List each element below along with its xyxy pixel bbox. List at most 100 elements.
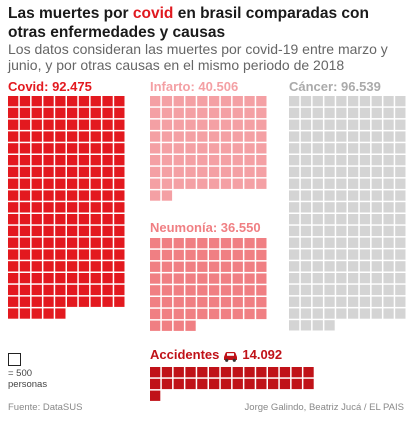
cancer-cell	[312, 284, 323, 296]
covid-cell	[43, 284, 54, 296]
cancer-cell	[289, 178, 300, 189]
cancer-cell	[383, 131, 394, 142]
infarto-waffle	[150, 96, 267, 201]
covid-cell	[55, 190, 66, 201]
covid-cell	[43, 261, 54, 272]
covid-label: Covid: 92.475	[8, 79, 92, 94]
cancer-cell	[312, 131, 323, 142]
covid-cell	[43, 296, 54, 307]
covid-cell	[102, 190, 113, 201]
infarto-cell	[244, 131, 255, 142]
covid-cell	[67, 214, 78, 225]
cancer-cell	[359, 237, 371, 248]
cancer-cell	[312, 143, 323, 154]
accidentes-cell	[161, 378, 173, 390]
covid-cell	[55, 96, 66, 107]
cancer-cell	[359, 107, 371, 119]
cancer-cell	[324, 178, 335, 189]
cancer-cell	[348, 155, 359, 166]
covid-cell	[43, 225, 54, 237]
cancer-cell	[300, 273, 312, 284]
title-highlight: covid	[132, 5, 174, 22]
infarto-cell	[161, 190, 173, 201]
infarto-cell	[232, 155, 243, 166]
neumonia-cell	[173, 297, 184, 308]
cancer-cell	[348, 178, 359, 189]
cancer-cell	[371, 119, 382, 130]
cancer-cell	[336, 155, 347, 166]
covid-cell	[67, 155, 78, 166]
neumonia-cell	[150, 238, 161, 249]
cancer-cell	[289, 143, 300, 154]
covid-cell	[8, 225, 19, 237]
covid-cell	[114, 96, 125, 107]
cancer-cell	[348, 249, 359, 260]
cancer-cell	[300, 143, 312, 154]
cancer-cell	[359, 296, 371, 307]
covid-cell	[8, 190, 19, 201]
cancer-cell	[395, 308, 406, 319]
accidentes-cell	[185, 378, 196, 390]
covid-cell	[31, 237, 42, 248]
accidentes-cell	[279, 367, 291, 378]
infarto-cell	[161, 131, 173, 142]
infarto-cell	[244, 96, 255, 107]
covid-cell	[90, 273, 101, 284]
cancer-cell	[312, 166, 323, 178]
cancer-cell	[371, 249, 382, 260]
covid-cell	[43, 178, 54, 189]
chart-title: Las muertes por covid en brasil comparad…	[8, 4, 408, 42]
cancer-cell	[312, 214, 323, 225]
covid-cell	[90, 237, 101, 248]
infarto-cell	[150, 143, 161, 154]
accidentes-cell	[220, 367, 232, 378]
neumonia-cell	[256, 285, 267, 296]
cancer-cell	[395, 190, 406, 201]
covid-cell	[90, 107, 101, 119]
cancer-cell	[300, 308, 312, 319]
cancer-cell	[336, 273, 347, 284]
infarto-cell	[150, 107, 161, 119]
covid-cell	[19, 237, 31, 248]
neumonia-name: Neumonía:	[150, 220, 218, 235]
covid-cell	[43, 131, 54, 142]
cancer-cell	[300, 131, 312, 142]
neumonia-cell	[197, 273, 208, 284]
neumonia-cell	[232, 308, 243, 320]
covid-cell	[67, 166, 78, 178]
cancer-cell	[324, 119, 335, 130]
covid-cell	[31, 202, 42, 213]
infarto-cell	[185, 166, 196, 178]
covid-cell	[78, 190, 90, 201]
accidentes-cell	[232, 378, 243, 390]
cancer-cell	[336, 178, 347, 189]
covid-cell	[114, 284, 125, 296]
infarto-cell	[256, 96, 267, 107]
covid-cell	[90, 202, 101, 213]
infarto-cell	[173, 155, 184, 166]
infarto-cell	[150, 155, 161, 166]
cancer-cell	[371, 202, 382, 213]
cancer-cell	[359, 190, 371, 201]
covid-cell	[114, 178, 125, 189]
neumonia-cell	[185, 320, 196, 331]
credit-note: Jorge Galindo, Beatriz Jucá / EL PAIS	[244, 402, 404, 413]
infarto-cell	[244, 166, 255, 178]
cancer-cell	[300, 214, 312, 225]
infarto-cell	[173, 119, 184, 130]
cancer-cell	[383, 284, 394, 296]
cancer-cell	[371, 155, 382, 166]
covid-cell	[31, 155, 42, 166]
neumonia-cell	[197, 297, 208, 308]
cancer-cell	[348, 190, 359, 201]
cancer-cell	[359, 166, 371, 178]
cancer-cell	[371, 107, 382, 119]
cancer-cell	[371, 237, 382, 248]
neumonia-cell	[209, 273, 220, 284]
infarto-cell	[209, 131, 220, 142]
covid-cell	[55, 261, 66, 272]
cancer-cell	[336, 225, 347, 237]
covid-cell	[19, 202, 31, 213]
covid-cell	[43, 202, 54, 213]
infarto-cell	[220, 96, 232, 107]
